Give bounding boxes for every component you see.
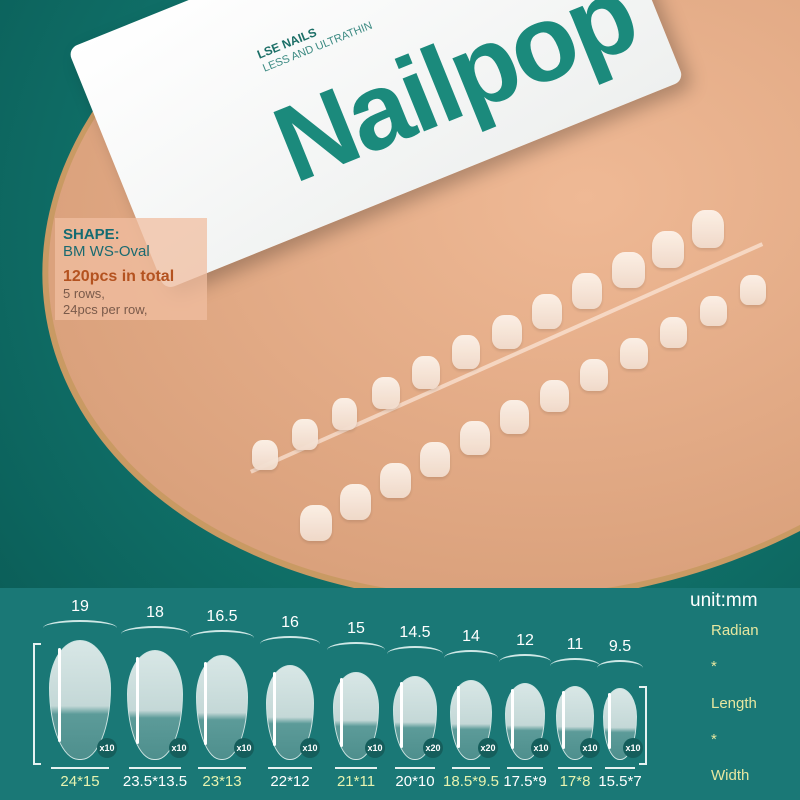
- tray-nail: [660, 316, 688, 348]
- radian-arc: [260, 636, 320, 652]
- radian-arc: [444, 650, 498, 666]
- dimension-label: 20*10: [395, 773, 435, 790]
- tray-nail: [340, 484, 372, 520]
- radian-label: 14: [462, 628, 480, 645]
- product-scene: LSE NAILS LESS AND ULTRATHIN Nailpop SHA…: [0, 0, 800, 590]
- legend-star: *: [711, 658, 717, 675]
- tray-nail: [540, 379, 569, 413]
- width-underline: [395, 767, 435, 769]
- count-badge: x10: [623, 738, 643, 758]
- count-badge: x10: [365, 738, 385, 758]
- radian-label: 14.5: [399, 624, 431, 641]
- tray-nail: [572, 272, 602, 309]
- tray-nail: [292, 419, 318, 450]
- width-underline: [335, 767, 377, 769]
- shape-label: SHAPE:: [63, 226, 120, 243]
- tray-nail: [532, 293, 563, 329]
- count-badge: x20: [478, 738, 498, 758]
- radian-arc: [190, 630, 254, 646]
- total-count: 120pcs in total: [63, 268, 175, 285]
- tray-nail: [412, 356, 440, 390]
- tray-nail: [452, 335, 480, 370]
- radian-label: 18: [146, 604, 164, 621]
- tray-nail: [252, 440, 278, 470]
- radian-label: 16: [281, 614, 299, 631]
- count-badge: x10: [169, 738, 189, 758]
- radian-label: 9.5: [608, 638, 632, 655]
- dimension-label: 24*15: [60, 773, 100, 790]
- legend-width: Width: [711, 767, 750, 784]
- legend-radian: Radian: [711, 622, 759, 639]
- radian-arc: [550, 658, 600, 674]
- radian-label: 12: [516, 632, 534, 649]
- tray-nail: [652, 230, 685, 269]
- radian-label: 11: [566, 636, 584, 653]
- tray-nail: [700, 295, 727, 327]
- dimension-label: 17.5*9: [503, 773, 547, 790]
- dimension-label: 18.5*9.5: [443, 773, 499, 790]
- tray-nail: [492, 314, 523, 349]
- dimension-label: 17*8: [559, 773, 591, 790]
- tray-nail: [620, 337, 648, 370]
- radian-arc: [121, 626, 189, 642]
- unit-label: unit:mm: [690, 590, 758, 611]
- tray-nail: [740, 275, 766, 305]
- width-underline: [605, 767, 635, 769]
- left-bracket: [33, 643, 41, 765]
- width-underline: [507, 767, 543, 769]
- count-badge: x10: [531, 738, 551, 758]
- dimension-label: 22*12: [270, 773, 310, 790]
- tray-nail: [300, 505, 332, 541]
- radian-label: 19: [71, 598, 89, 615]
- tray-nail: [500, 400, 530, 434]
- dimension-label: 23.5*13.5: [122, 773, 188, 790]
- radian-arc: [327, 642, 385, 658]
- radian-arc: [43, 620, 117, 636]
- tray-nail: [372, 377, 401, 410]
- dimension-label: 21*11: [336, 773, 376, 790]
- width-underline: [51, 767, 109, 769]
- width-underline: [129, 767, 181, 769]
- width-underline: [558, 767, 592, 769]
- dimension-label: 23*13: [202, 773, 242, 790]
- count-badge: x20: [423, 738, 443, 758]
- width-underline: [198, 767, 246, 769]
- tray-nail: [420, 442, 451, 477]
- radian-arc: [499, 654, 551, 670]
- shape-value: BM WS-Oval: [63, 243, 150, 260]
- count-badge: x10: [300, 738, 320, 758]
- right-bracket: [639, 686, 647, 765]
- rows-text: 5 rows,: [63, 286, 105, 301]
- width-underline: [452, 767, 490, 769]
- tray-nail: [692, 210, 724, 248]
- tray-nail: [332, 398, 358, 430]
- legend-length: Length: [711, 695, 757, 712]
- dimension-label: 15.5*7: [598, 773, 642, 790]
- legend-star: *: [711, 731, 717, 748]
- width-underline: [268, 767, 312, 769]
- count-badge: x10: [234, 738, 254, 758]
- info-box: SHAPE: BM WS-Oval 120pcs in total 5 rows…: [55, 218, 207, 320]
- per-row-text: 24pcs per row,: [63, 302, 148, 317]
- nail-tip: [603, 688, 637, 760]
- tray-nail: [580, 358, 609, 391]
- count-badge: x10: [97, 738, 117, 758]
- radian-arc: [597, 660, 643, 676]
- radian-arc: [387, 646, 443, 662]
- radian-label: 16.5: [206, 608, 238, 625]
- tray-nail: [460, 421, 490, 456]
- radian-label: 15: [347, 620, 365, 637]
- tray-nail: [612, 251, 645, 289]
- tray-nail: [380, 463, 411, 499]
- count-badge: x10: [580, 738, 600, 758]
